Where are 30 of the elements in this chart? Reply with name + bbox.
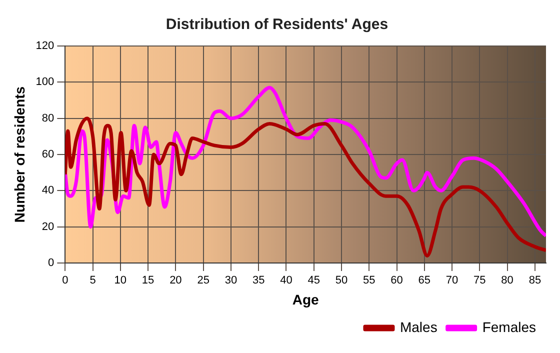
- x-tick-label: 75: [474, 274, 486, 287]
- x-tick-label: 35: [252, 274, 265, 287]
- y-tick-label: 100: [36, 76, 54, 88]
- x-tick-label: 85: [528, 274, 542, 287]
- x-tick-label: 5: [90, 274, 96, 287]
- x-tick-label: 65: [418, 274, 431, 287]
- x-tick-label: 20: [170, 274, 182, 287]
- x-tick-label: 80: [501, 274, 514, 287]
- y-tick-label: 80: [42, 112, 54, 124]
- y-axis-title: Number of residents: [11, 86, 28, 223]
- x-tick-label: 60: [390, 274, 403, 287]
- x-tick-label: 10: [114, 274, 127, 287]
- x-tick-label: 50: [335, 274, 348, 287]
- x-tick-label: 70: [446, 274, 458, 287]
- y-tick-label: 60: [42, 148, 54, 161]
- x-tick-label: 0: [62, 274, 68, 287]
- x-tick-label: 30: [224, 274, 238, 287]
- y-tick-label: 40: [42, 184, 54, 197]
- y-tick-label: 20: [42, 220, 54, 233]
- x-tick-label: 45: [308, 274, 320, 287]
- x-tick-label: 55: [363, 274, 376, 287]
- x-axis-title: Age: [292, 291, 320, 308]
- x-tick-label: 40: [280, 274, 292, 287]
- chart-title: Distribution of Residents' Ages: [166, 16, 388, 34]
- y-tick-label: 120: [36, 40, 54, 52]
- legend-label: Females: [482, 318, 536, 335]
- legend-label: Males: [400, 318, 438, 335]
- x-tick-label: 15: [142, 274, 154, 287]
- x-tick-label: 25: [197, 274, 210, 287]
- y-tick-label: 0: [48, 257, 54, 270]
